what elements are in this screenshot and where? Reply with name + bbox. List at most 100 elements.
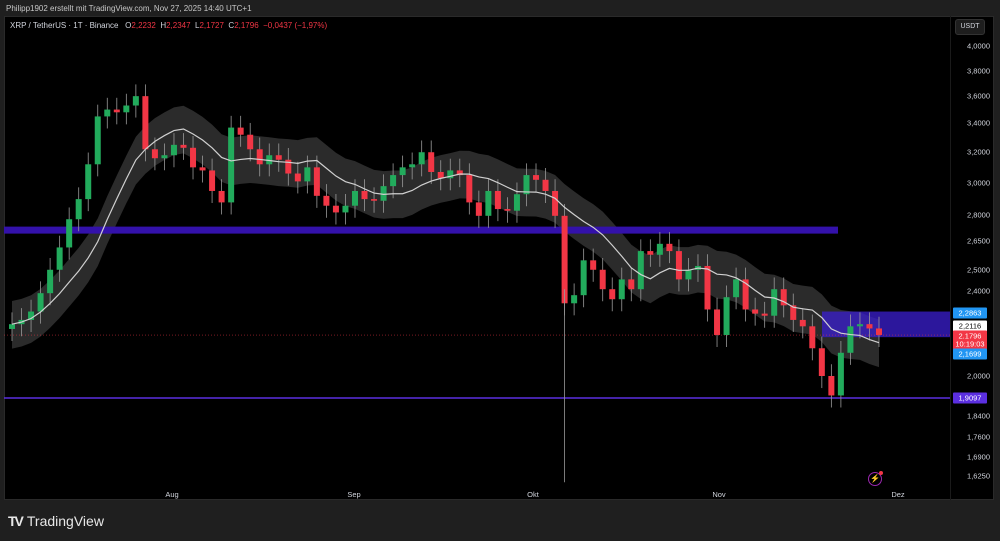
candle <box>371 199 378 201</box>
candle <box>104 109 111 117</box>
candle <box>209 170 216 191</box>
candle <box>361 190 368 200</box>
price-tick: 4,0000 <box>967 41 990 51</box>
candle <box>799 319 806 327</box>
price-tag: 2,2116 <box>953 320 987 332</box>
time-label-sep: Sep <box>347 490 361 499</box>
candle <box>256 149 263 165</box>
tradingview-logo-icon: TV <box>8 513 24 529</box>
candle <box>123 105 130 113</box>
candle <box>275 155 282 160</box>
candle <box>637 251 644 290</box>
candle <box>571 295 578 304</box>
candle <box>790 305 797 320</box>
price-tick: 3,4000 <box>967 118 990 128</box>
candle <box>437 171 444 179</box>
chart-credit: Philipp1902 erstellt mit TradingView.com… <box>6 4 252 13</box>
candle <box>56 247 63 270</box>
candle <box>542 179 549 191</box>
candle <box>628 279 635 290</box>
candle <box>685 269 692 280</box>
candle <box>113 109 120 113</box>
change-value: −0,0437 (−1,97%) <box>263 21 328 30</box>
candle <box>561 215 568 304</box>
candlestick-chart[interactable] <box>4 16 950 486</box>
candle <box>761 313 768 316</box>
price-tag: 10:19:03 <box>953 338 987 350</box>
candle <box>304 167 311 182</box>
price-tag: 2,1796 <box>953 330 987 342</box>
price-tick: 2,5000 <box>967 265 990 275</box>
price-tick: 3,2000 <box>967 147 990 157</box>
candle <box>856 324 863 327</box>
candle <box>552 190 559 216</box>
low-label: L <box>195 21 200 30</box>
high-value: 2,2347 <box>166 21 191 30</box>
candle <box>199 167 206 171</box>
candle <box>733 279 740 298</box>
candle <box>428 152 435 172</box>
candle <box>161 155 168 159</box>
candle <box>609 289 616 300</box>
candle <box>28 311 35 320</box>
price-axis[interactable] <box>950 16 994 500</box>
price-tick: 1,6900 <box>967 452 990 462</box>
price-tick: 2,0000 <box>967 371 990 381</box>
candle <box>323 195 330 206</box>
candle <box>142 96 149 150</box>
candle <box>418 152 425 165</box>
candle <box>580 260 587 296</box>
current-zone <box>822 311 950 338</box>
candle <box>342 205 349 213</box>
symbol-legend[interactable]: XRP / TetherUS · 1T · Binance O2,2232 H2… <box>10 21 327 30</box>
candle <box>504 209 511 211</box>
candle <box>66 219 73 248</box>
low-value: 2,1727 <box>199 21 224 30</box>
candle <box>190 147 197 168</box>
candle <box>218 190 225 203</box>
candle <box>409 164 416 168</box>
close-label: C <box>228 21 235 30</box>
price-tick: 1,8400 <box>967 411 990 421</box>
currency-unit-button[interactable]: USDT <box>955 19 985 35</box>
candle <box>237 127 244 135</box>
candle <box>294 173 301 182</box>
candle <box>94 116 101 165</box>
candle <box>847 326 854 353</box>
candle <box>533 175 540 180</box>
open-label: O <box>125 21 132 30</box>
candle <box>513 194 520 211</box>
chart-plot-area[interactable] <box>4 16 950 486</box>
candle <box>170 144 177 156</box>
candle <box>485 190 492 216</box>
candle <box>47 269 54 294</box>
candle <box>837 352 844 396</box>
close-value: 2,1796 <box>234 21 259 30</box>
candle <box>75 199 82 220</box>
candle <box>447 170 454 179</box>
lightning-ideas-icon[interactable]: ⚡ <box>868 471 883 486</box>
open-value: 2,2232 <box>131 21 156 30</box>
candle <box>475 202 482 216</box>
time-label-aug: Aug <box>165 490 179 499</box>
candle <box>494 190 501 210</box>
ma-line <box>11 128 880 344</box>
high-label: H <box>160 21 167 30</box>
candle <box>704 265 711 310</box>
candle <box>818 348 825 376</box>
candle <box>828 376 835 396</box>
candle <box>466 175 473 203</box>
candle <box>723 297 730 335</box>
brand-name: TradingView <box>26 513 104 529</box>
price-tick: 3,6000 <box>967 91 990 101</box>
candle <box>866 324 873 329</box>
time-label-nov: Nov <box>712 490 726 499</box>
candle <box>351 190 358 206</box>
price-tag: 1,9097 <box>953 392 987 404</box>
candle <box>228 127 235 203</box>
candle <box>666 243 673 252</box>
time-label-dez: Dez <box>891 490 905 499</box>
candle <box>85 164 92 200</box>
resistance-zone <box>4 226 838 234</box>
candle <box>151 149 158 159</box>
